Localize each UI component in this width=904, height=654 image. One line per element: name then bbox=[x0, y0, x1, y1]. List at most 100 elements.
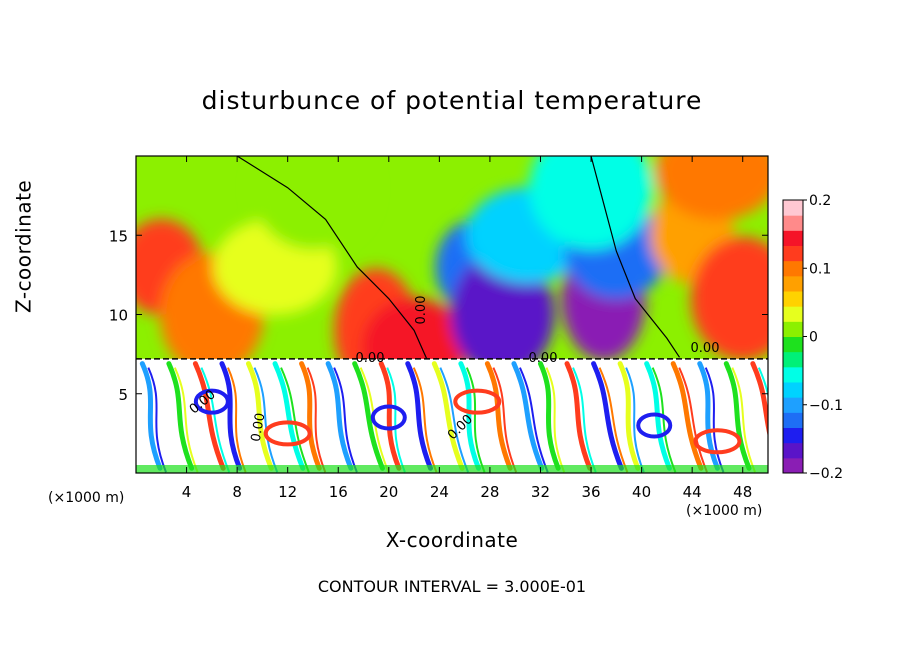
turbulence-band bbox=[625, 367, 645, 473]
field-blob bbox=[529, 156, 654, 250]
contour-label: 0.00 bbox=[529, 351, 558, 366]
turbulence-band bbox=[147, 367, 167, 473]
zero-contour-line bbox=[236, 156, 428, 360]
turbulence-band bbox=[545, 367, 566, 473]
turbulence-band bbox=[253, 367, 279, 473]
turbulence-band bbox=[333, 367, 358, 473]
y-tick-label: 5 bbox=[118, 386, 128, 404]
colorbar-swatch bbox=[783, 321, 803, 337]
turbulence-band bbox=[219, 361, 243, 471]
colorbar-swatch bbox=[783, 427, 803, 444]
colorbar-tick-label: 0.1 bbox=[809, 261, 831, 277]
x-tick-label: 8 bbox=[232, 483, 242, 501]
field-blob bbox=[450, 252, 555, 377]
field-blob bbox=[690, 236, 768, 361]
turbulence-band bbox=[412, 367, 438, 473]
contour-label: 0.00 bbox=[356, 351, 385, 366]
turbulence-band bbox=[678, 367, 708, 473]
turbulence-swirl bbox=[453, 388, 502, 415]
ground-band bbox=[136, 465, 768, 473]
x-unit-label-left: (×1000 m) bbox=[48, 490, 125, 506]
turbulence-band bbox=[325, 361, 354, 471]
y-axis-label: Z-coordinate bbox=[11, 179, 36, 313]
turbulence-band bbox=[723, 361, 752, 471]
x-tick-label: 40 bbox=[632, 483, 651, 501]
colorbar-swatch bbox=[783, 366, 803, 383]
colorbar-swatch bbox=[783, 442, 803, 459]
colorbar-swatch bbox=[783, 260, 803, 277]
turbulence-band bbox=[644, 361, 672, 471]
turbulence-band bbox=[280, 367, 310, 473]
contour-label: 0.00 bbox=[249, 412, 269, 443]
turbulence-band bbox=[386, 367, 406, 473]
x-tick-label: 16 bbox=[329, 483, 348, 501]
field-blob bbox=[250, 156, 375, 250]
x-tick-label: 32 bbox=[531, 483, 550, 501]
turbulence-band bbox=[757, 367, 768, 399]
turbulence-band bbox=[431, 361, 465, 471]
contour-label: 0.00 bbox=[414, 296, 429, 325]
colorbar-swatch bbox=[783, 215, 803, 231]
colorbar-swatch bbox=[783, 457, 803, 474]
turbulence-swirl bbox=[263, 420, 312, 447]
colorbar-tick-label: 0.2 bbox=[809, 193, 831, 209]
turbulence-band bbox=[272, 361, 306, 471]
colorbar-swatch bbox=[783, 230, 803, 246]
zero-contour-line bbox=[590, 156, 681, 358]
turbulence-band bbox=[173, 367, 199, 473]
turbulence-band bbox=[465, 367, 486, 473]
colorbar-swatch bbox=[783, 382, 803, 398]
y-tick-label: 15 bbox=[109, 227, 128, 245]
turbulence-band bbox=[306, 367, 327, 473]
chart-title: disturbunce of potential temperature bbox=[201, 86, 703, 115]
contour-interval-label: CONTOUR INTERVAL = 3.000E-01 bbox=[317, 577, 587, 596]
turbulence-band bbox=[704, 367, 725, 473]
colorbar-tick-label: −0.2 bbox=[809, 466, 843, 482]
colorbar: 0.2 0.1 0 −0.1 −0.2 bbox=[782, 193, 843, 482]
colorbar-swatch bbox=[783, 397, 803, 413]
field-blob bbox=[655, 156, 768, 220]
turbulence-band bbox=[139, 361, 163, 471]
colorbar-swatch bbox=[783, 245, 803, 262]
turbulence-band bbox=[572, 367, 597, 473]
turbulence-band bbox=[598, 367, 629, 473]
contour-label: 0.00 bbox=[691, 341, 720, 356]
turbulence-swirl bbox=[636, 412, 673, 439]
y-tick-label: 10 bbox=[109, 307, 128, 325]
turbulence-band bbox=[617, 361, 641, 471]
turbulence-band bbox=[227, 367, 247, 473]
turbulence-band bbox=[511, 361, 545, 471]
contour-labels: 0.000.00 0.000.000.000.00 0.00 bbox=[187, 296, 720, 444]
colorbar-swatch bbox=[783, 351, 803, 368]
turbulence-swirl bbox=[370, 404, 407, 431]
turbulence-band bbox=[439, 367, 470, 473]
x-tick-label: 4 bbox=[182, 483, 192, 501]
turbulence-band bbox=[166, 361, 195, 471]
x-tick-label: 24 bbox=[430, 483, 449, 501]
x-axis-label: X-coordinate bbox=[385, 528, 519, 552]
turbulence-band bbox=[670, 361, 704, 471]
x-tick-label: 20 bbox=[379, 483, 398, 501]
x-unit-label-right: (×1000 m) bbox=[686, 503, 763, 519]
turbulence-band bbox=[750, 361, 768, 437]
colorbar-swatch bbox=[783, 306, 803, 322]
x-tick-label: 44 bbox=[683, 483, 702, 501]
colorbar-swatch bbox=[783, 275, 803, 292]
turbulence-band bbox=[245, 361, 274, 471]
colorbar-tick-label: −0.1 bbox=[809, 398, 843, 414]
turbulence-band bbox=[564, 361, 593, 471]
plot-area bbox=[136, 156, 768, 473]
turbulence-band bbox=[492, 367, 518, 473]
colorbar-tick-label: 0 bbox=[809, 330, 818, 346]
colorbar-swatch bbox=[783, 200, 803, 216]
colorbar-swatch bbox=[783, 412, 803, 428]
turbulence-band bbox=[299, 361, 322, 471]
x-tick-label: 48 bbox=[733, 483, 752, 501]
turbulence-band bbox=[200, 367, 231, 473]
turbulence-band bbox=[378, 361, 402, 471]
lower-field bbox=[136, 361, 768, 473]
colorbar-swatch bbox=[783, 336, 803, 353]
turbulence-band bbox=[352, 361, 385, 471]
